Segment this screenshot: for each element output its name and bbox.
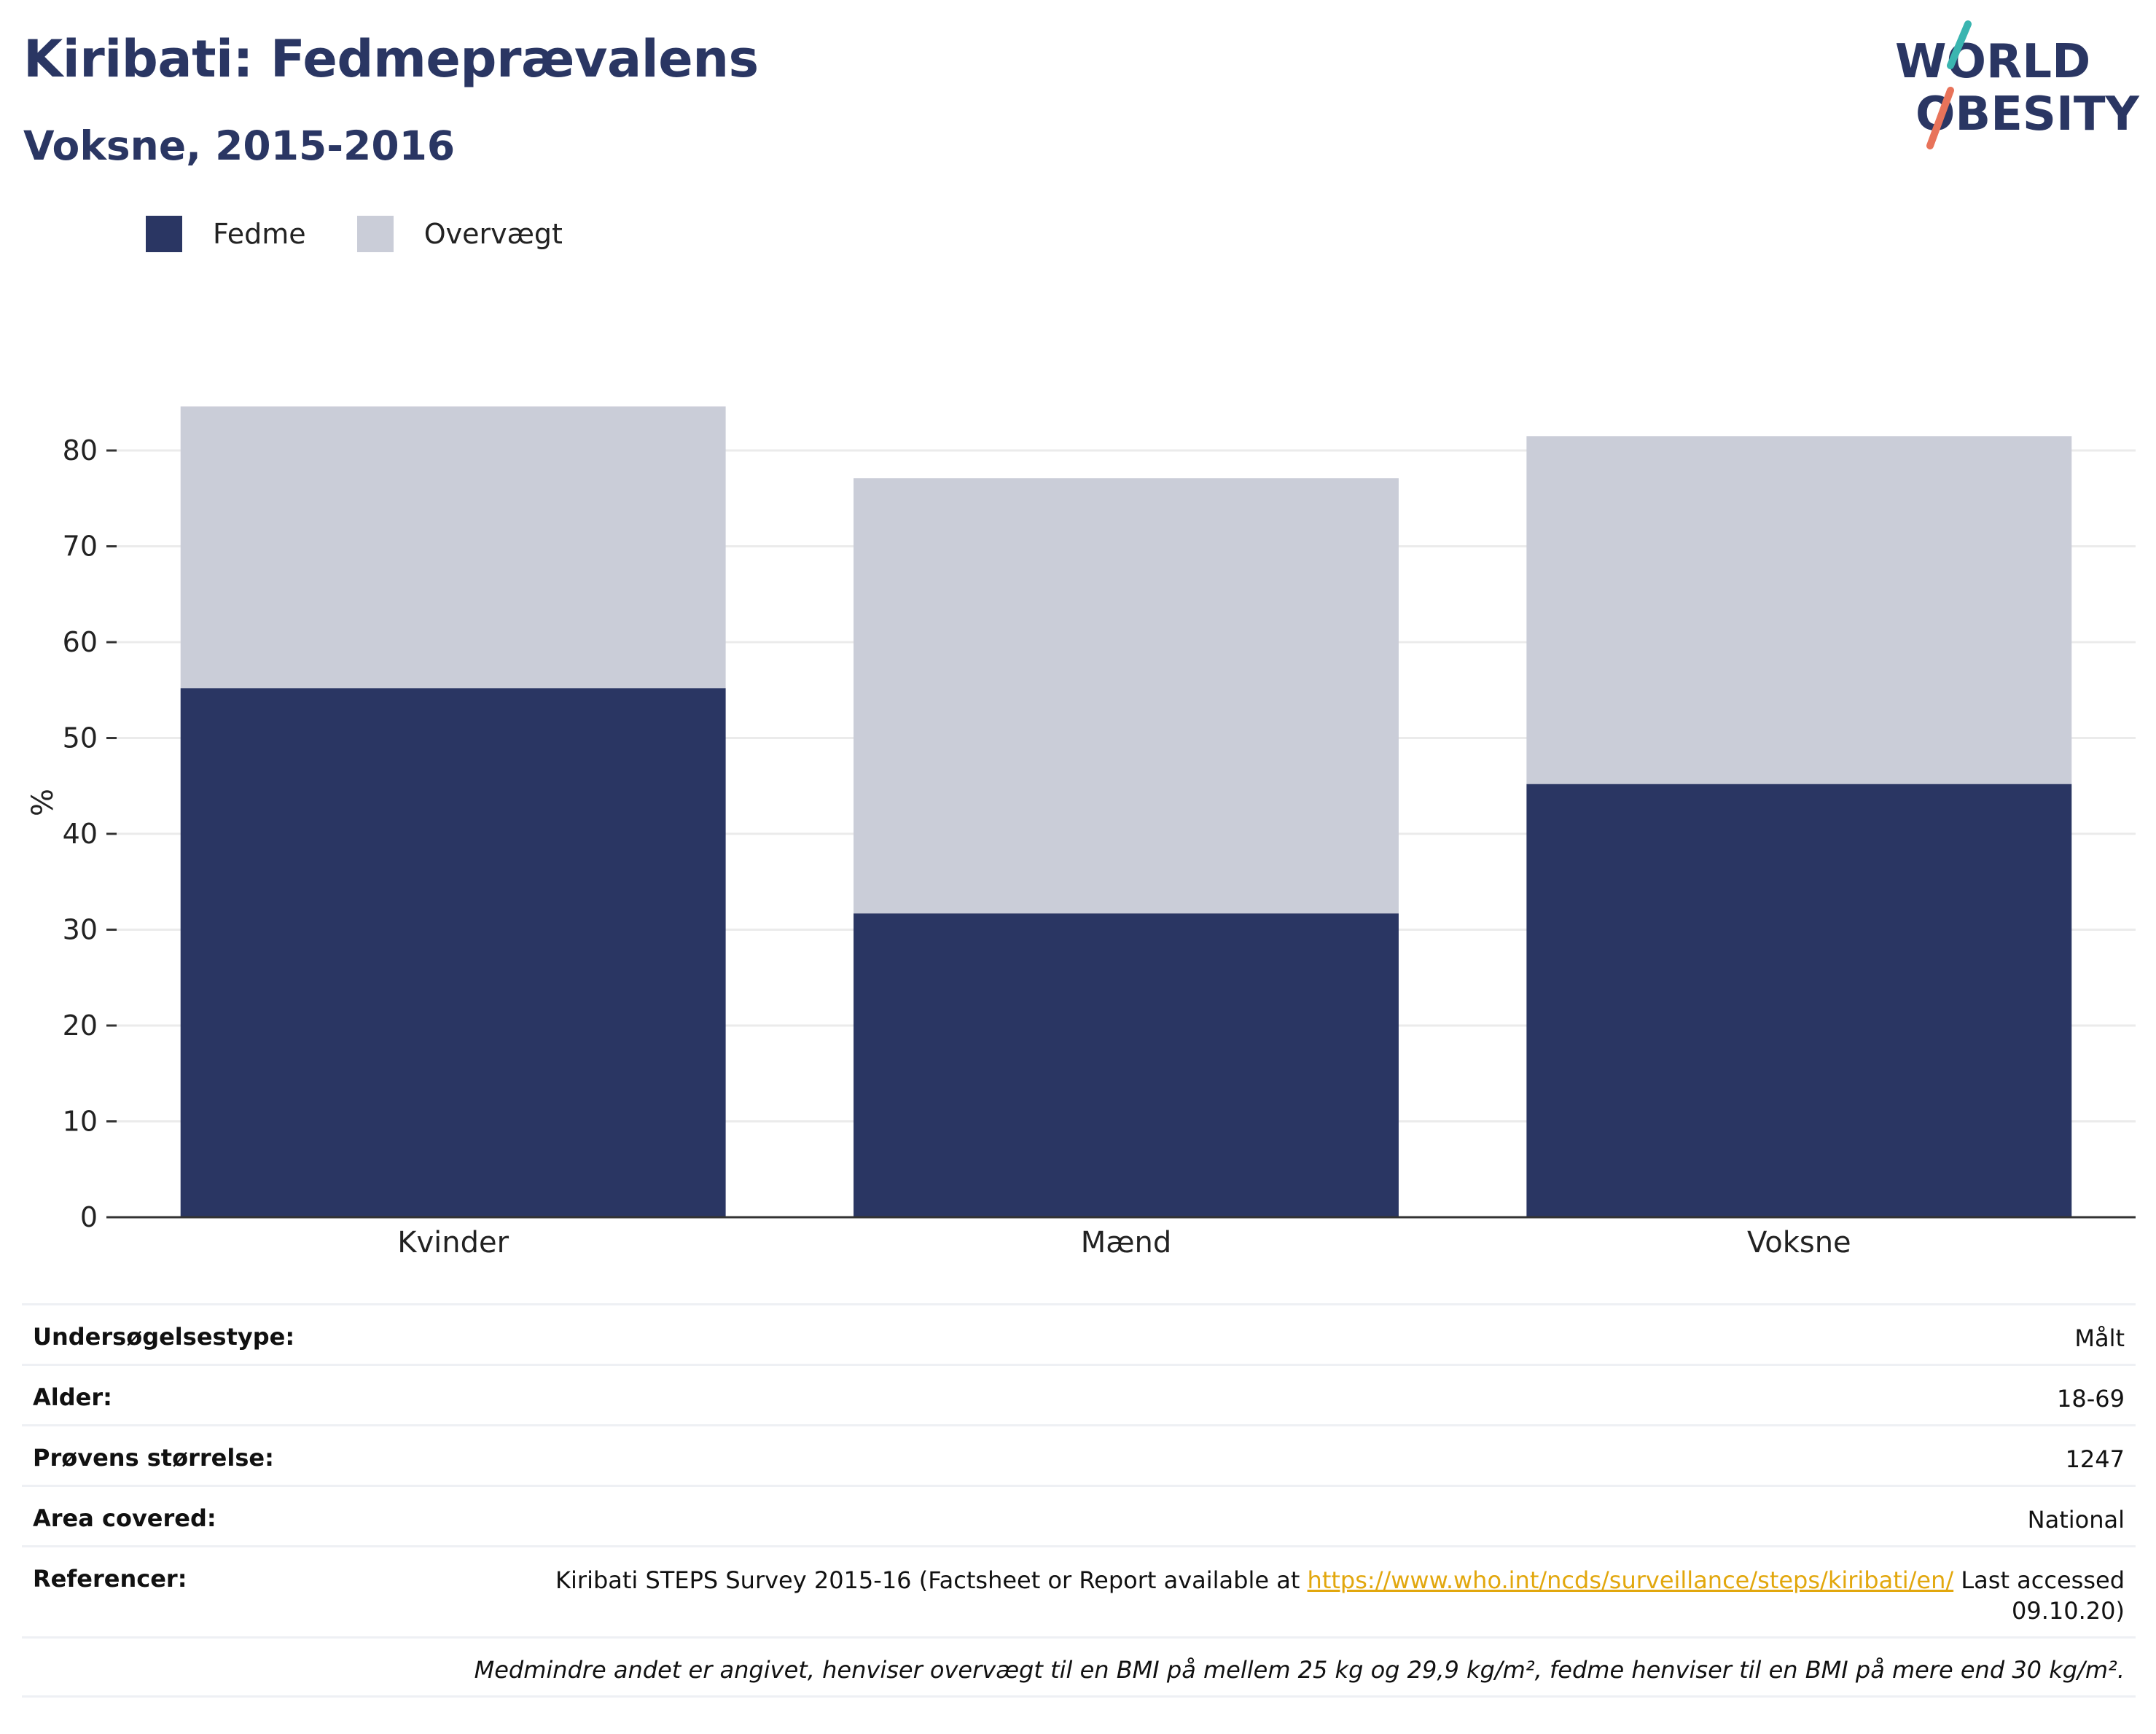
area-label: Area covered:	[33, 1504, 216, 1532]
ref-link[interactable]: https://www.who.int/ncds/surveillance/st…	[1307, 1566, 1954, 1594]
ref-prefix: Kiribati STEPS Survey 2015-16 (Factsheet…	[555, 1566, 1300, 1594]
info-row-note: Medmindre andet er angivet, henviser ove…	[22, 1636, 2136, 1698]
survey-type-label: Undersøgelsestype:	[33, 1323, 295, 1351]
info-row-survey-type: Undersøgelsestype: Målt	[22, 1303, 2136, 1364]
y-tick-label: 10	[63, 1106, 98, 1138]
info-row-references: Referencer: Kiribati STEPS Survey 2015-1…	[22, 1545, 2136, 1636]
sample-size-label: Prøvens størrelse:	[33, 1444, 274, 1472]
page-subtitle: Voksne, 2015-2016	[23, 122, 456, 169]
legend-swatch-fedme	[146, 216, 182, 252]
page-title: Kiribati: Fedmeprævalens	[23, 29, 759, 89]
bar-fedme	[180, 688, 726, 1217]
x-tick-label: Voksne	[1747, 1226, 1851, 1260]
y-tick-label: 60	[63, 626, 98, 658]
bar-overvaegt	[854, 478, 1399, 914]
svg-text:WORLD: WORLD	[1895, 35, 2090, 89]
stacked-bar-chart: 0 10 20 30 40 50 60 70 80% Kvinder Mænd Voksne	[26, 406, 2136, 1260]
legend-label-fedme: Fedme	[213, 218, 306, 250]
legend-item-fedme: Fedme	[146, 216, 306, 252]
legend-label-overvaegt: Overvægt	[423, 218, 563, 250]
info-row-sample-size: Prøvens størrelse: 1247	[22, 1424, 2136, 1485]
y-tick-label: 80	[63, 434, 98, 466]
sample-size-value: 1247	[2065, 1445, 2125, 1473]
y-tick-label: 40	[63, 818, 98, 850]
legend-swatch-overvaegt	[356, 216, 394, 252]
area-value: National	[2027, 1506, 2125, 1534]
legend-item-overvaegt: Overvægt	[356, 216, 563, 252]
y-tick-label: 0	[80, 1201, 98, 1233]
info-table: Undersøgelsestype: Målt Alder: 18-69 Prø…	[22, 1303, 2136, 1698]
references-value: Kiribati STEPS Survey 2015-16 (Factsheet…	[555, 1547, 2125, 1626]
bar-fedme	[1526, 784, 2072, 1217]
world-obesity-logo: WORLD OBESITY	[1895, 20, 2139, 149]
ref-date: 09.10.20)	[2012, 1597, 2125, 1625]
chart-legend: Fedme Overvægt	[146, 216, 614, 252]
y-tick-label: 20	[63, 1009, 98, 1042]
y-tick-label: 50	[63, 722, 98, 754]
svg-text:OBESITY: OBESITY	[1915, 87, 2139, 141]
age-label: Alder:	[33, 1383, 112, 1411]
y-tick-label: 30	[63, 914, 98, 946]
y-axis-label: %	[26, 789, 60, 816]
references-label: Referencer:	[33, 1565, 187, 1593]
y-tick-label: 70	[63, 531, 98, 563]
x-tick-label: Kvinder	[397, 1226, 509, 1260]
bar-overvaegt	[1526, 436, 2072, 784]
bmi-note: Medmindre andet er angivet, henviser ove…	[474, 1656, 2125, 1684]
info-row-age: Alder: 18-69	[22, 1364, 2136, 1424]
ref-suffix: Last accessed	[1961, 1566, 2125, 1594]
bar-overvaegt	[180, 406, 726, 689]
info-row-area: Area covered: National	[22, 1485, 2136, 1545]
x-tick-label: Mænd	[1081, 1226, 1172, 1260]
survey-type-value: Målt	[2074, 1324, 2125, 1352]
age-value: 18-69	[2057, 1385, 2125, 1413]
bar-fedme	[854, 913, 1399, 1217]
